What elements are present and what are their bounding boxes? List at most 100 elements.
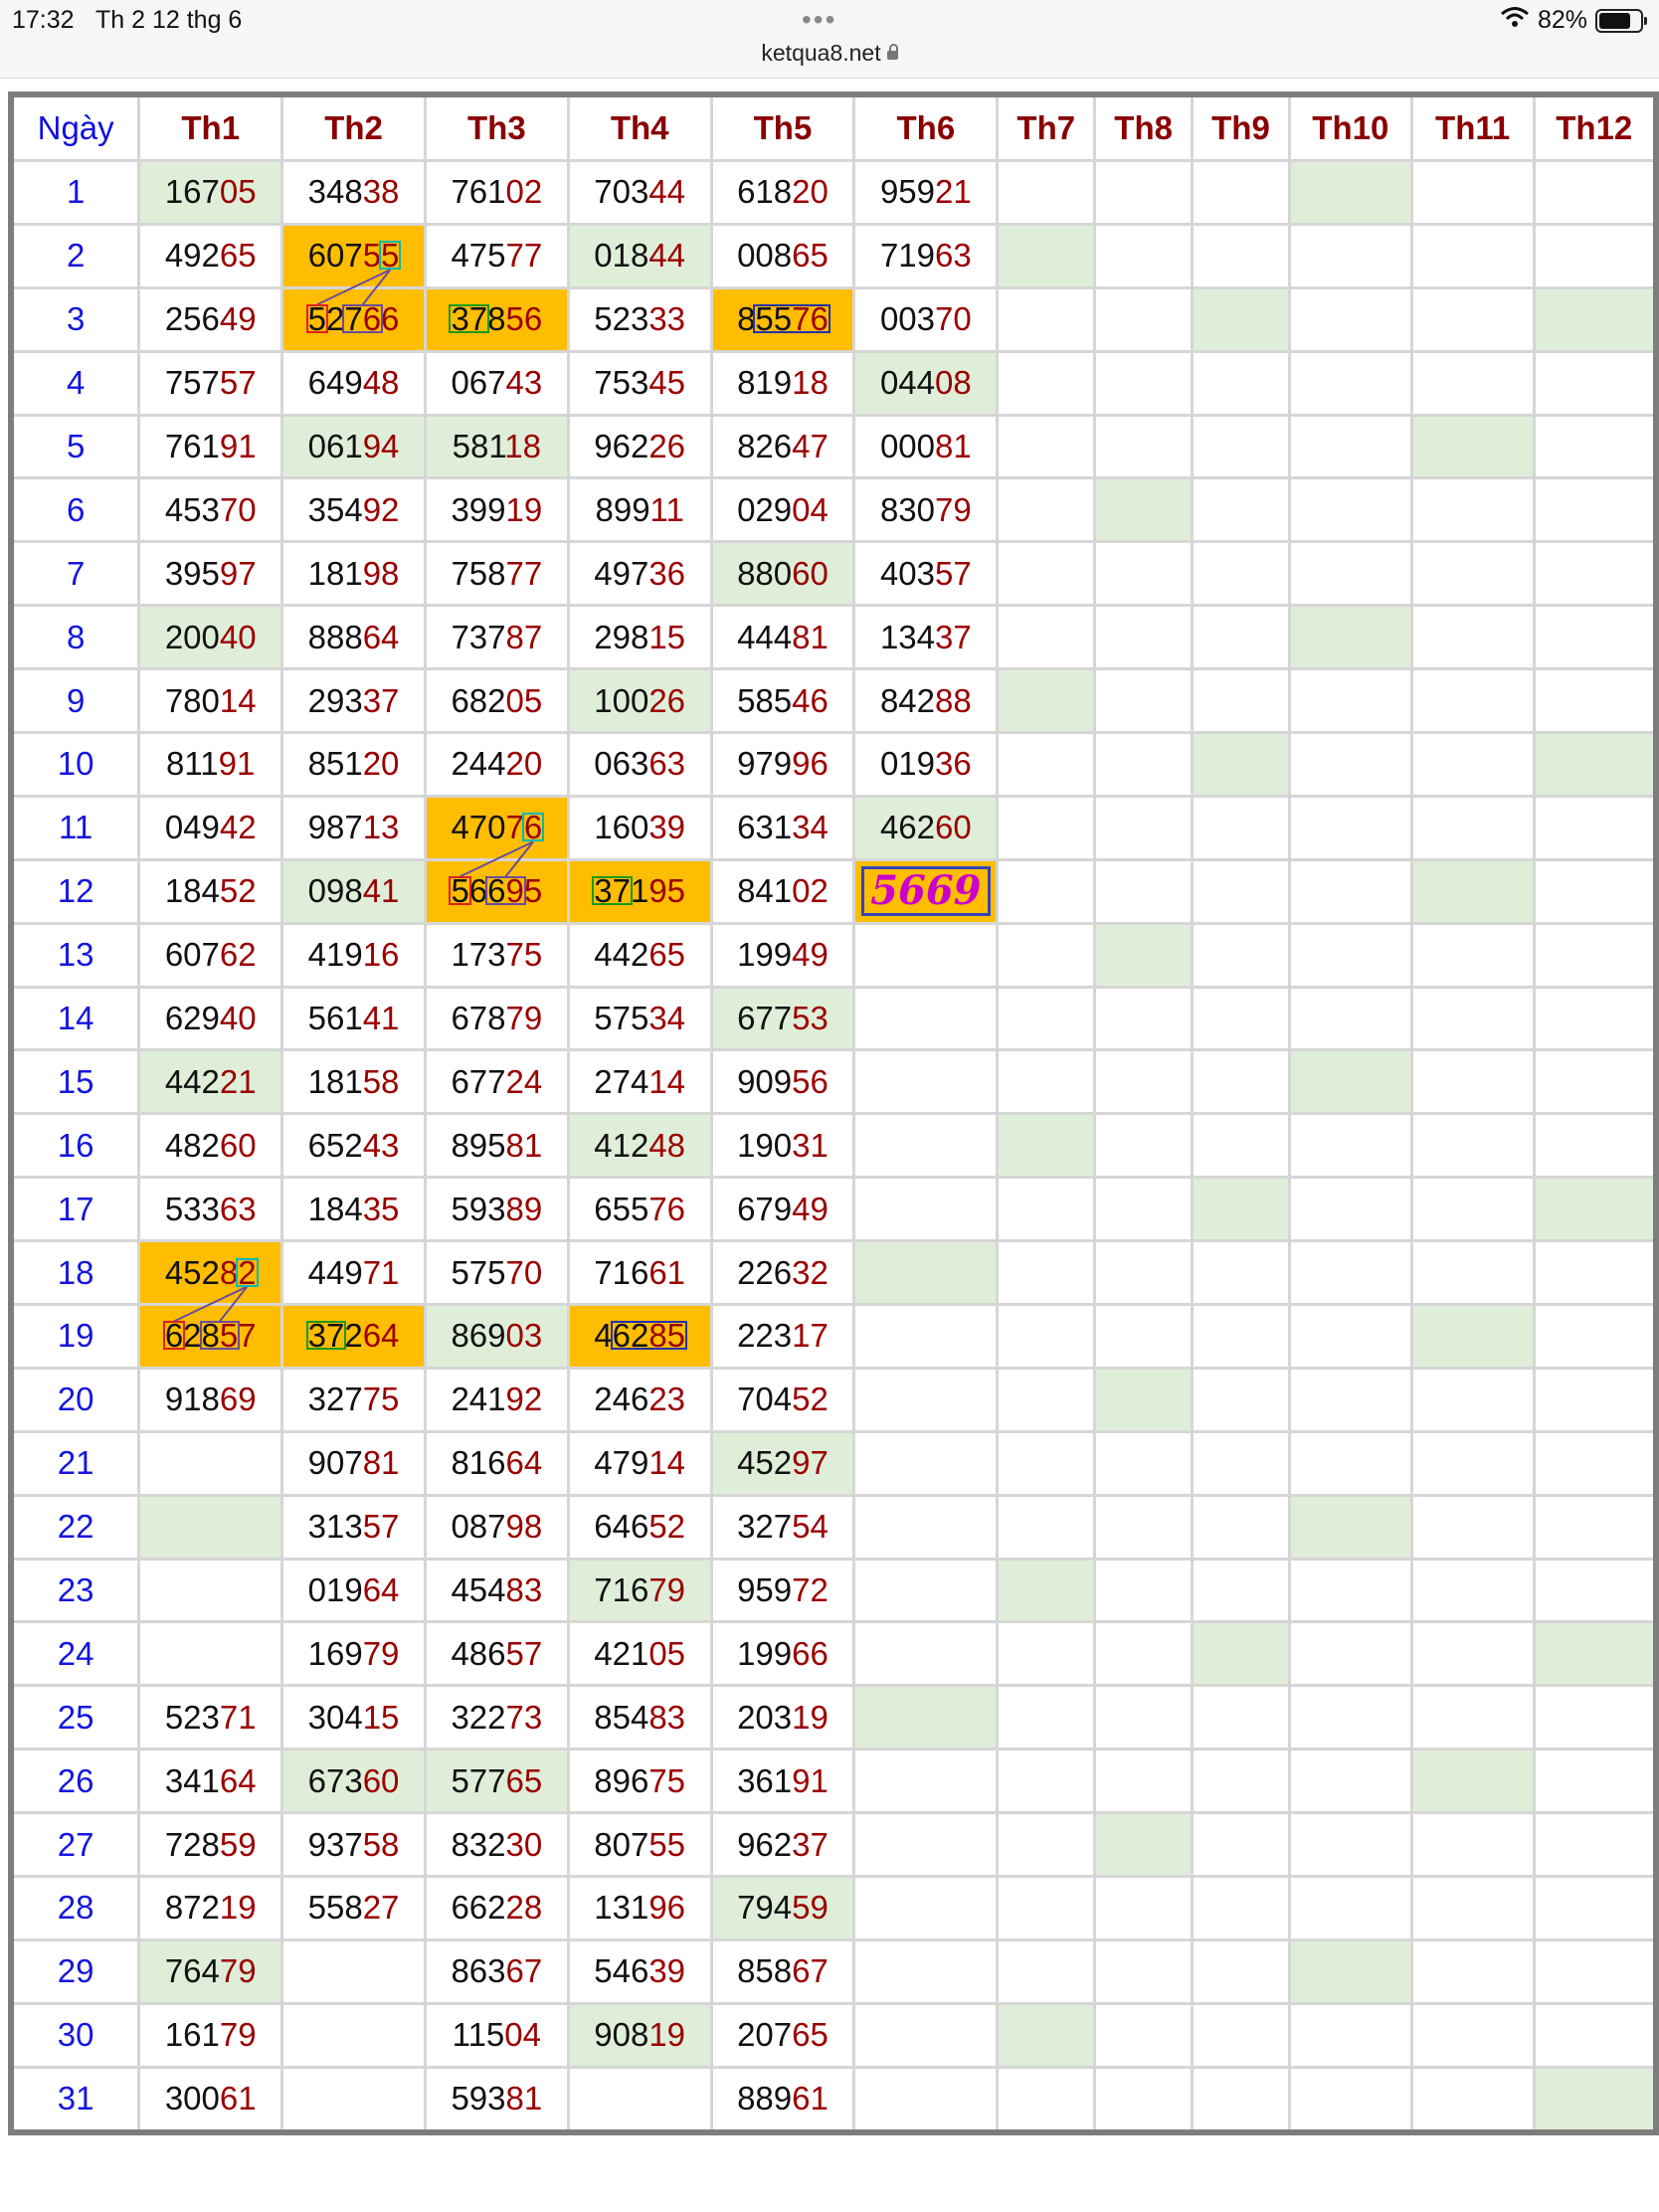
result-cell (996, 349, 1097, 417)
result-cell (1409, 794, 1536, 861)
result-number: 01844 (594, 237, 686, 275)
result-cell: 75757 (137, 349, 284, 417)
result-cell (1409, 1429, 1536, 1497)
result-number: 45282 (164, 1253, 257, 1291)
result-cell: 19031 (709, 1112, 856, 1180)
result-number: 22317 (737, 1317, 829, 1355)
result-cell (1191, 667, 1291, 735)
result-number: 93758 (307, 1825, 400, 1863)
result-cell: 73787 (423, 604, 570, 671)
result-number: 08798 (451, 1508, 543, 1546)
battery-fill (1599, 13, 1631, 29)
battery-percent: 82% (1538, 6, 1588, 34)
result-cell (137, 1557, 284, 1624)
result-cell: 53363 (137, 1176, 284, 1243)
result-number: 30415 (307, 1698, 400, 1736)
header-month-10: Th10 (1287, 92, 1413, 162)
result-number: 62857 (164, 1317, 257, 1355)
result-cell (1532, 476, 1658, 544)
result-number: 13196 (594, 1889, 686, 1927)
result-number: 67879 (451, 1000, 543, 1037)
result-number: 20765 (737, 2016, 829, 2054)
result-cell (852, 1429, 1000, 1497)
result-cell (1409, 222, 1536, 289)
result-number: 89911 (595, 490, 684, 528)
header-month-1: Th1 (137, 92, 284, 162)
result-cell: 64948 (280, 349, 427, 417)
result-cell (1532, 1366, 1658, 1433)
result-number: 01936 (879, 745, 972, 783)
result-cell: 32775 (280, 1366, 427, 1433)
result-cell: 84288 (852, 667, 1000, 735)
result-cell: 93758 (280, 1811, 427, 1879)
result-cell: 22317 (709, 1303, 856, 1370)
result-cell: 35492 (280, 476, 427, 544)
result-cell (996, 985, 1097, 1052)
result-cell (996, 1557, 1097, 1624)
result-cell: 95972 (709, 1557, 856, 1624)
result-cell (1287, 1048, 1413, 1116)
result-cell (1093, 476, 1195, 544)
result-number: 48657 (451, 1634, 543, 1672)
lock-icon (886, 44, 898, 60)
result-cell (1409, 857, 1536, 925)
result-cell: 64652 (566, 1493, 713, 1561)
result-cell: 97996 (709, 731, 856, 798)
header-day: Ngày (9, 92, 141, 162)
result-cell (1532, 285, 1658, 353)
result-cell: 45483 (423, 1557, 570, 1624)
result-cell: 10026 (566, 667, 713, 735)
table-row: 25 52371 30415 32273 85483 20319 (9, 1684, 1658, 1751)
day-label: 27 (9, 1811, 141, 1879)
result-number: 58546 (737, 681, 829, 719)
result-cell: 45297 (709, 1429, 856, 1497)
result-number: 91869 (164, 1381, 257, 1418)
result-cell (280, 2065, 427, 2134)
more-dots-icon[interactable]: ••• (802, 4, 837, 35)
header-month-4: Th4 (566, 92, 713, 162)
result-number: 41248 (594, 1126, 686, 1164)
result-number: 81664 (451, 1444, 543, 1482)
result-number: 67724 (451, 1062, 543, 1100)
table-row: 11 04942 98713 47076 16039 63134 46260 (9, 794, 1658, 861)
result-cell (1287, 159, 1413, 226)
result-cell: 37195 (566, 857, 713, 925)
result-cell: 54639 (566, 1937, 713, 2005)
day-label: 12 (9, 857, 141, 925)
result-cell: 00370 (852, 285, 1000, 353)
result-cell (996, 857, 1097, 925)
result-cell (137, 1429, 284, 1497)
result-cell: 37856 (423, 285, 570, 353)
result-cell: 13437 (852, 604, 1000, 671)
result-cell: 90781 (280, 1429, 427, 1497)
result-cell: 20319 (709, 1684, 856, 1751)
result-cell (996, 159, 1097, 226)
result-number: 19031 (737, 1126, 829, 1164)
day-label: 28 (9, 1875, 141, 1941)
result-cell (1093, 667, 1195, 735)
result-cell (1287, 921, 1413, 989)
result-number: 41916 (307, 936, 400, 974)
header-month-3: Th3 (423, 92, 570, 162)
result-cell (1287, 985, 1413, 1052)
result-cell: 87219 (137, 1875, 284, 1941)
result-number: 80755 (594, 1825, 686, 1863)
result-cell: 52333 (566, 285, 713, 353)
result-number: 57765 (451, 1761, 543, 1799)
result-cell (852, 1937, 1000, 2005)
result-cell (852, 1048, 1000, 1116)
result-number: 89675 (594, 1761, 686, 1799)
result-cell (1191, 2065, 1291, 2134)
url-text[interactable]: ketqua8.net (761, 40, 881, 66)
result-cell (1409, 2001, 1536, 2069)
result-cell (1287, 1112, 1413, 1180)
result-number: 96237 (737, 1825, 829, 1863)
address-bar[interactable]: ketqua8.net (0, 40, 1659, 67)
result-cell: 17375 (423, 921, 570, 989)
table-row: 4 75757 64948 06743 75345 81918 04408 (9, 349, 1658, 417)
result-number: 85576 (737, 300, 829, 338)
day-label: 29 (9, 1937, 141, 2005)
result-number: 58118 (452, 428, 542, 464)
day-label: 31 (9, 2065, 141, 2134)
header-month-7: Th7 (996, 92, 1097, 162)
